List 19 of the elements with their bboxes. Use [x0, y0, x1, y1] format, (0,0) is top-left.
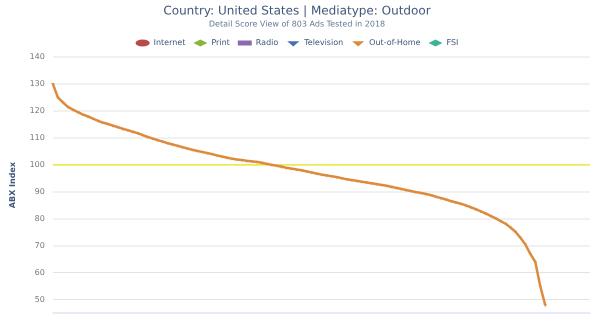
y-tick-label: 140	[30, 52, 45, 62]
y-tick-label: 90	[34, 186, 45, 196]
y-tick-label: 80	[34, 214, 45, 223]
y-tick-label: 50	[34, 294, 45, 304]
y-tick-label: 60	[34, 268, 45, 277]
y-axis-title: ABX Index	[8, 161, 17, 208]
y-tick-label: 120	[30, 106, 45, 116]
y-tick-label: 110	[30, 132, 45, 142]
legend-label: FSI	[446, 38, 458, 48]
legend-label: Print	[211, 38, 230, 48]
legend-label: Internet	[154, 38, 186, 48]
chart-subtitle: Detail Score View of 803 Ads Tested in 2018	[208, 19, 386, 28]
y-tick-label: 100	[30, 160, 45, 169]
chart-title: Country: United States | Mediatype: Outdoor	[163, 3, 431, 18]
legend-label: Radio	[256, 38, 278, 48]
y-tick-label: 70	[34, 240, 45, 250]
legend-label: Television	[303, 38, 344, 48]
legend-label: Out-of-Home	[369, 38, 421, 48]
y-tick-label: 130	[30, 79, 45, 88]
